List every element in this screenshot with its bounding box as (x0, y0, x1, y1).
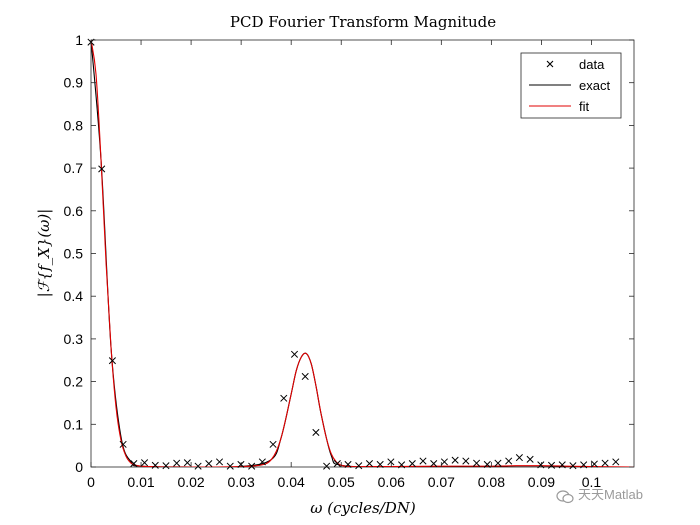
data-point-marker (451, 456, 459, 464)
data-point-marker (612, 458, 620, 466)
x-axis-ticks: 0 0.01 0.02 0.03 0.04 0.05 0.06 0.07 0.08 0.09 0.1 (87, 40, 601, 490)
data-point-marker (130, 460, 138, 468)
data-point-marker (162, 462, 170, 470)
data-point-marker (301, 372, 309, 381)
data-point-marker (290, 350, 299, 358)
chart-title: PCD Fourier Transform Magnitude (230, 13, 496, 31)
data-point-marker (215, 458, 224, 466)
y-tick-label: 0.7 (64, 160, 84, 176)
x-tick-label: 0.01 (127, 474, 154, 490)
y-tick-label: 0.8 (64, 117, 84, 133)
data-point-marker (98, 165, 106, 173)
data-point-marker (430, 460, 438, 468)
x-tick-label: 0.04 (278, 474, 305, 490)
y-axis-ticks: 0 0.1 0.2 0.3 0.4 0.5 0.6 0.7 0.8 0.9 1 (64, 32, 634, 475)
data-point-marker (515, 454, 523, 462)
data-point-marker (537, 461, 545, 469)
data-point-marker (526, 455, 534, 463)
data-point-marker (151, 461, 159, 469)
data-point-marker (344, 460, 352, 468)
data-point-marker (590, 460, 598, 468)
data-point-marker (601, 459, 609, 467)
data-point-marker (226, 462, 234, 470)
x-tick-label: 0.02 (177, 474, 204, 490)
x-tick-label: 0.08 (478, 474, 505, 490)
y-tick-label: 0.2 (64, 374, 84, 390)
y-axis-label: |ℱ{f_X}(ω)| (35, 209, 53, 298)
data-point-marker (580, 461, 588, 469)
data-point-marker (323, 462, 331, 470)
data-point-marker (408, 460, 416, 468)
x-tick-label: 0 (87, 474, 95, 490)
y-tick-label: 0.3 (64, 331, 84, 347)
legend-item-fit: fit (529, 99, 590, 114)
y-tick-label: 0 (75, 459, 83, 475)
data-point-marker (312, 428, 320, 436)
data-point-marker (269, 440, 277, 448)
data-point-marker (483, 460, 491, 468)
data-point-marker (547, 461, 556, 469)
data-point-marker (494, 459, 502, 467)
data-point-marker (462, 457, 470, 465)
data-point-marker (140, 459, 149, 467)
y-tick-label: 0.6 (64, 203, 84, 219)
data-point-marker (119, 440, 127, 448)
legend-item-exact: exact (529, 78, 610, 93)
x-tick-label: 0.09 (528, 474, 555, 490)
data-point-marker (258, 458, 266, 466)
y-tick-label: 0.9 (64, 75, 84, 91)
series-data (87, 38, 620, 470)
x-tick-label: 0.05 (328, 474, 355, 490)
legend-label-fit: fit (579, 99, 590, 114)
legend-label-data: data (579, 57, 605, 72)
data-point-marker (505, 457, 513, 465)
legend: data exact fit (520, 52, 622, 119)
x-axis-label: ω (cycles/DN) (310, 499, 416, 517)
series-line-fit (91, 40, 634, 467)
data-point-marker (333, 460, 341, 468)
data-point-marker (387, 458, 395, 466)
y-tick-label: 1 (75, 32, 83, 48)
y-tick-label: 0.5 (64, 246, 84, 262)
y-tick-label: 0.4 (64, 288, 84, 304)
data-point-marker (569, 462, 577, 470)
data-point-marker (473, 459, 481, 467)
data-point-marker (558, 461, 566, 469)
x-tick-label: 0.07 (428, 474, 455, 490)
x-tick-label: 0.06 (378, 474, 405, 490)
legend-item-data: data (546, 57, 605, 72)
data-point-marker (108, 357, 116, 365)
data-point-marker (280, 394, 288, 402)
data-point-marker (173, 459, 181, 467)
legend-label-exact: exact (579, 78, 610, 93)
data-point-marker (376, 460, 384, 468)
data-point-marker (398, 461, 406, 469)
data-point-marker (194, 462, 202, 470)
x-tick-label: 0.1 (582, 474, 602, 490)
y-tick-label: 0.1 (64, 416, 84, 432)
data-point-marker (248, 462, 256, 470)
data-point-marker (205, 460, 213, 468)
watermark: 天天Matlab (556, 484, 686, 506)
data-point-marker (365, 460, 374, 468)
x-tick-label: 0.03 (228, 474, 255, 490)
data-point-marker (440, 458, 448, 466)
data-point-marker (419, 457, 427, 465)
data-point-marker (355, 462, 363, 470)
data-point-marker (183, 459, 191, 467)
wechat-icon (556, 489, 574, 503)
legend-marker-x-icon (546, 60, 554, 68)
series-fit (91, 40, 634, 467)
watermark-text: 天天Matlab (578, 487, 644, 502)
